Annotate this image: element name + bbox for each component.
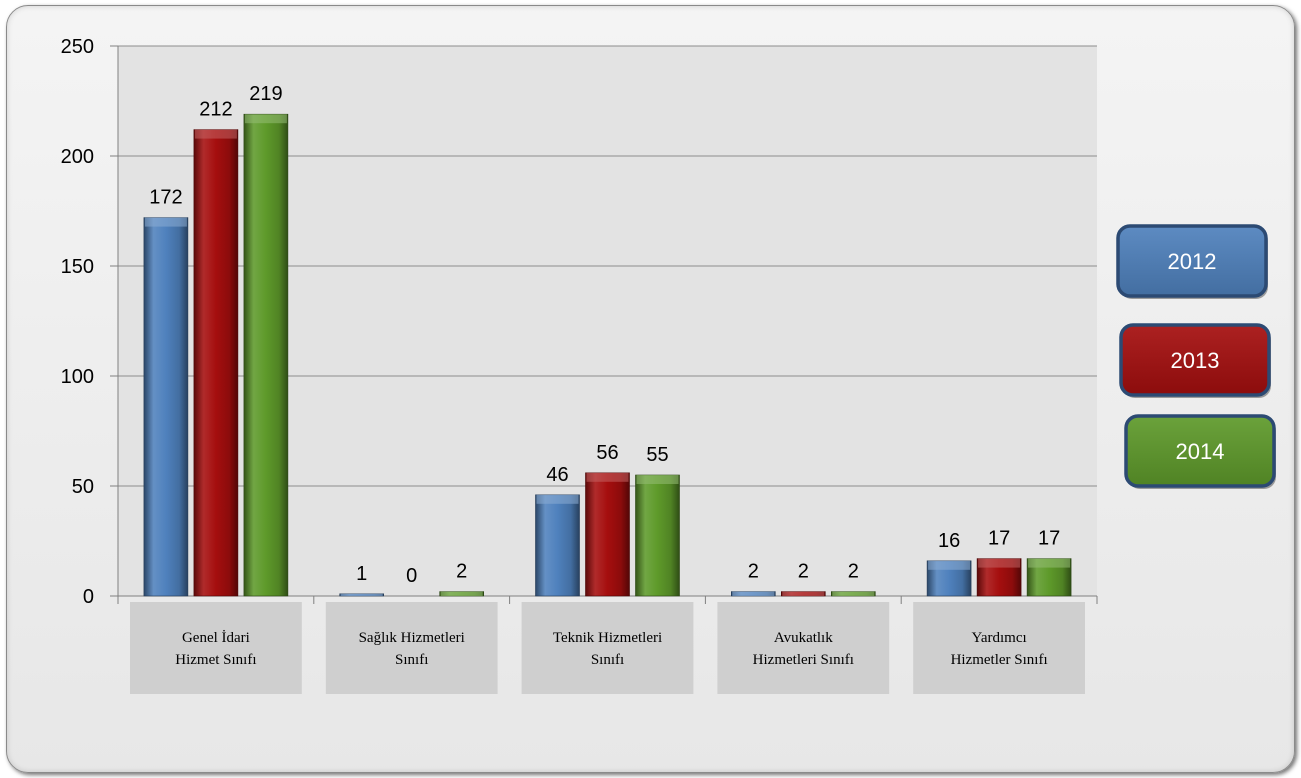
data-label: 2 <box>798 561 809 583</box>
bar-cap <box>978 558 1021 568</box>
bar-cap <box>536 494 579 504</box>
data-label: 2 <box>748 561 759 583</box>
category-label-box <box>325 602 498 694</box>
data-label: 172 <box>149 187 182 209</box>
legend-label: 2014 <box>1176 439 1225 464</box>
data-labels: 172 212 219 1 0 2 46 56 55 2 2 2 16 17 17 <box>149 83 1060 587</box>
bar-2013 <box>193 129 239 597</box>
data-label: 17 <box>988 528 1010 550</box>
data-label: 0 <box>406 565 417 587</box>
bar-2014 <box>243 113 289 597</box>
bar-2013 <box>585 472 630 597</box>
category-label: Yardımcı <box>972 630 1027 646</box>
data-label: 2 <box>456 561 467 583</box>
bars <box>143 113 1072 597</box>
bar-cap <box>636 475 679 484</box>
bar-cap <box>340 593 383 596</box>
category-label: Teknik Hizmetleri <box>553 630 662 646</box>
y-axis-ticks: 0 50 100 150 200 250 <box>61 36 118 608</box>
legend-item-2013 <box>1119 323 1271 397</box>
data-label: 55 <box>646 444 668 466</box>
data-label: 17 <box>1038 528 1060 550</box>
category-label: Sınıfı <box>395 652 428 668</box>
bar-2014 <box>635 474 680 597</box>
bar-cap <box>440 591 483 596</box>
bar-cap <box>782 591 825 596</box>
bar-cap <box>586 472 629 482</box>
category-label-box <box>521 602 694 694</box>
bar-cap <box>194 129 237 139</box>
legend: 2012 2013 2014 <box>1116 224 1276 489</box>
data-label: 56 <box>596 442 618 464</box>
y-tick-label: 50 <box>72 476 94 498</box>
data-label: 46 <box>546 464 568 486</box>
data-label: 212 <box>199 99 232 121</box>
y-tick-label: 200 <box>61 146 94 168</box>
category-label-boxes: Genel İdari Hizmet Sınıfı Sağlık Hizmetler… <box>130 602 1085 694</box>
bar-cap <box>244 114 287 124</box>
category-label: Hizmetler Sınıfı <box>951 652 1048 668</box>
data-label: 2 <box>848 561 859 583</box>
legend-label: 2013 <box>1171 348 1220 373</box>
bar-cap <box>144 217 187 227</box>
data-label: 1 <box>356 563 367 585</box>
y-tick-label: 150 <box>61 256 94 278</box>
category-label-box <box>913 602 1085 694</box>
bar-cap <box>732 591 775 596</box>
category-label: Hizmetleri Sınıfı <box>753 652 854 668</box>
category-label: Genel İdari <box>182 630 250 646</box>
category-label: Sınıfı <box>591 652 624 668</box>
data-label: 219 <box>249 83 282 105</box>
y-tick-label: 0 <box>83 586 94 608</box>
category-label-box <box>130 602 302 694</box>
y-tick-label: 250 <box>61 36 94 58</box>
legend-item-2012 <box>1116 224 1268 298</box>
bar-cap <box>928 560 971 570</box>
category-label-box <box>717 602 890 694</box>
legend-label: 2012 <box>1168 249 1217 274</box>
bar-2012 <box>535 494 580 597</box>
category-label: Sağlık Hizmetleri <box>359 630 465 646</box>
data-label: 16 <box>938 530 960 552</box>
bar-cap <box>832 591 875 596</box>
bar-2012 <box>143 217 189 597</box>
y-tick-label: 100 <box>61 366 94 388</box>
bar-cap <box>1028 558 1071 568</box>
category-label: Hizmet Sınıfı <box>175 652 256 668</box>
legend-item-2014 <box>1124 414 1276 488</box>
category-label: Avukatlık <box>774 630 833 646</box>
